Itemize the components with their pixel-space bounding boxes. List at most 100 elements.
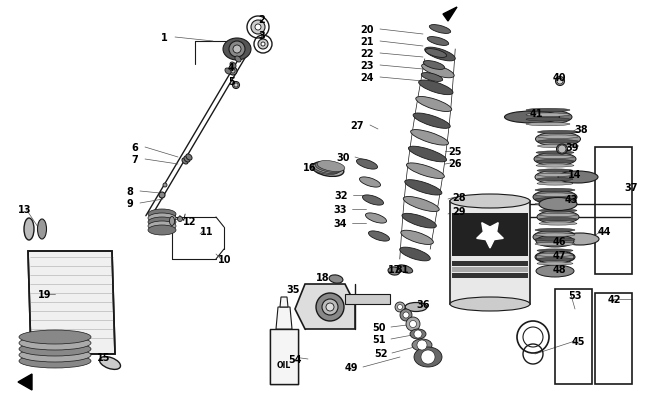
Ellipse shape	[184, 157, 190, 163]
Text: 41: 41	[530, 109, 543, 119]
Polygon shape	[18, 374, 32, 390]
Ellipse shape	[421, 73, 443, 82]
Ellipse shape	[235, 57, 241, 63]
Text: 12: 12	[183, 216, 196, 226]
Ellipse shape	[535, 171, 575, 184]
Ellipse shape	[315, 162, 343, 173]
Ellipse shape	[19, 336, 91, 350]
Text: 25: 25	[448, 147, 462, 157]
Text: 54: 54	[289, 354, 302, 364]
Ellipse shape	[403, 197, 439, 212]
Ellipse shape	[536, 156, 574, 159]
Polygon shape	[452, 273, 528, 278]
Polygon shape	[452, 267, 528, 272]
Circle shape	[229, 42, 245, 58]
Text: 3: 3	[258, 31, 265, 41]
Ellipse shape	[313, 163, 341, 174]
Ellipse shape	[99, 357, 120, 369]
Ellipse shape	[363, 196, 384, 206]
Text: 4: 4	[228, 63, 235, 73]
Ellipse shape	[539, 214, 577, 217]
Circle shape	[403, 312, 409, 318]
Circle shape	[557, 79, 563, 85]
Ellipse shape	[312, 162, 344, 177]
Text: 45: 45	[572, 336, 586, 346]
Circle shape	[322, 299, 338, 315]
Ellipse shape	[561, 233, 599, 245]
Text: 31: 31	[395, 264, 408, 274]
Ellipse shape	[406, 317, 420, 331]
Ellipse shape	[406, 164, 445, 179]
Ellipse shape	[533, 230, 577, 244]
Text: 6: 6	[131, 143, 138, 153]
Ellipse shape	[401, 231, 434, 245]
Ellipse shape	[148, 222, 176, 231]
Polygon shape	[270, 329, 298, 384]
Text: 26: 26	[448, 159, 462, 168]
Ellipse shape	[504, 112, 560, 124]
Circle shape	[234, 84, 238, 88]
Text: 39: 39	[565, 143, 578, 153]
Ellipse shape	[170, 217, 174, 226]
Text: 36: 36	[416, 299, 430, 309]
Ellipse shape	[186, 155, 192, 161]
Ellipse shape	[148, 226, 176, 235]
Ellipse shape	[414, 347, 442, 367]
Text: 27: 27	[350, 121, 364, 131]
Polygon shape	[280, 297, 288, 307]
Ellipse shape	[534, 153, 576, 166]
Text: 2: 2	[258, 15, 265, 25]
Ellipse shape	[182, 159, 188, 165]
Text: 10: 10	[218, 254, 231, 264]
Circle shape	[255, 25, 261, 31]
Ellipse shape	[537, 258, 573, 261]
Ellipse shape	[535, 251, 575, 264]
Ellipse shape	[537, 262, 573, 265]
Ellipse shape	[408, 147, 447, 162]
Ellipse shape	[422, 64, 454, 79]
Ellipse shape	[388, 267, 400, 275]
Ellipse shape	[536, 164, 574, 168]
Text: 9: 9	[126, 198, 133, 209]
Text: 28: 28	[452, 192, 465, 202]
Ellipse shape	[402, 214, 436, 228]
Circle shape	[231, 70, 235, 74]
Ellipse shape	[556, 145, 567, 155]
Text: 15: 15	[97, 352, 110, 362]
Text: 40: 40	[553, 73, 567, 83]
Ellipse shape	[537, 211, 579, 224]
Ellipse shape	[400, 247, 430, 261]
Text: 52: 52	[374, 348, 388, 358]
Text: 47: 47	[553, 250, 567, 260]
Ellipse shape	[537, 174, 573, 177]
Circle shape	[258, 40, 268, 50]
Text: 7: 7	[131, 155, 138, 164]
Text: 22: 22	[361, 49, 374, 59]
Ellipse shape	[317, 161, 344, 172]
Ellipse shape	[356, 160, 378, 170]
Ellipse shape	[450, 194, 530, 209]
Ellipse shape	[329, 275, 343, 284]
Ellipse shape	[538, 145, 578, 148]
Polygon shape	[450, 202, 530, 304]
Ellipse shape	[535, 229, 575, 232]
Text: 46: 46	[553, 237, 567, 246]
Circle shape	[316, 293, 344, 321]
Ellipse shape	[369, 231, 389, 241]
Ellipse shape	[365, 213, 387, 224]
Ellipse shape	[430, 26, 450, 34]
Ellipse shape	[535, 203, 575, 206]
Text: 18: 18	[317, 272, 330, 282]
Text: 37: 37	[624, 183, 638, 192]
Text: OIL: OIL	[277, 360, 291, 370]
Text: 53: 53	[568, 290, 582, 300]
Ellipse shape	[535, 243, 575, 246]
Ellipse shape	[416, 97, 452, 112]
Ellipse shape	[537, 169, 573, 173]
Text: 30: 30	[337, 153, 350, 162]
Ellipse shape	[536, 265, 574, 277]
Text: 29: 29	[452, 207, 465, 216]
Ellipse shape	[535, 194, 575, 197]
Ellipse shape	[225, 69, 231, 75]
Ellipse shape	[24, 218, 34, 241]
